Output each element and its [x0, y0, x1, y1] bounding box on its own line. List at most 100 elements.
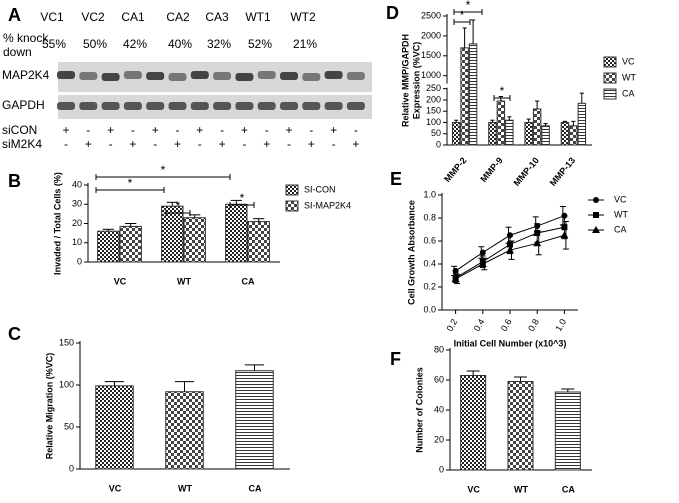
x-tick-label: CA [562, 484, 575, 494]
bar [507, 381, 534, 471]
y-tick-label: 0.4 [423, 258, 436, 268]
y-axis-label: Relative Migration (%VC) [44, 353, 54, 460]
panel-label: F [390, 349, 401, 369]
sign: - [220, 123, 224, 137]
sign: - [176, 123, 180, 137]
bar [451, 121, 461, 146]
x-tick-label: MMP-2 [442, 155, 468, 184]
x-axis-label: Initial Cell Number (x10^3) [454, 338, 567, 348]
bar [505, 119, 514, 146]
y-tick-label: 2000 [421, 30, 441, 40]
bar [460, 47, 469, 146]
significance-star: * [460, 8, 465, 22]
band [302, 73, 321, 81]
x-tick-label: 0.2 [444, 317, 459, 333]
marker [534, 229, 541, 236]
y-tick-label: 0.2 [423, 281, 436, 291]
y-tick-label: 0 [77, 256, 82, 266]
sign: + [330, 123, 337, 137]
significance-star: * [240, 191, 245, 205]
x-tick-label: MMP-10 [511, 155, 541, 187]
sign: - [86, 123, 90, 137]
y-tick-label: 40 [434, 404, 444, 414]
sign: + [308, 137, 315, 151]
x-tick-label: VC [467, 484, 480, 494]
band [235, 73, 254, 81]
sign: + [152, 123, 159, 137]
y-tick-label: 0 [69, 463, 74, 473]
knockdown: 42% [123, 37, 147, 51]
y-tick-label: 80 [434, 344, 444, 354]
marker [478, 260, 487, 267]
x-tick-label: CA [249, 483, 262, 493]
marker [561, 224, 568, 231]
panel-label: E [390, 169, 402, 189]
band [123, 71, 142, 79]
knockdown: 55% [42, 37, 66, 51]
marker [593, 212, 599, 218]
band [235, 102, 254, 110]
x-tick-label: 0.4 [472, 317, 487, 333]
sign: + [174, 137, 181, 151]
legend-label: VC [614, 194, 627, 204]
legend-swatch [285, 200, 299, 212]
band [346, 72, 365, 80]
sign: + [196, 123, 203, 137]
knockdown: 32% [207, 37, 231, 51]
y-axis-label: Cell Growth Absorbance [406, 200, 416, 305]
y-tick-label: 2500 [421, 10, 441, 20]
significance-star: * [176, 199, 181, 213]
x-tick-label: VC [109, 483, 122, 493]
marker [533, 239, 542, 247]
marker [560, 231, 569, 239]
band [101, 102, 120, 110]
bar [247, 221, 270, 263]
legend-label: WT [622, 72, 636, 82]
x-tick-label: MMP-13 [548, 155, 578, 187]
sign: + [62, 123, 69, 137]
band [302, 102, 321, 110]
marker [479, 249, 486, 256]
sign: + [241, 123, 248, 137]
sign: - [309, 123, 313, 137]
y-tick-label: 150 [59, 337, 74, 347]
band [190, 71, 209, 79]
bar [225, 203, 248, 263]
band [57, 102, 75, 110]
bar [97, 230, 120, 263]
band [257, 71, 276, 79]
y-tick-label: 250 [426, 83, 441, 93]
legend-swatch [603, 56, 617, 68]
bar [554, 391, 581, 471]
marker [452, 267, 459, 274]
legend-swatch [603, 88, 617, 100]
sign: - [265, 123, 269, 137]
marker [592, 226, 600, 233]
bar [488, 121, 497, 146]
band [146, 72, 165, 80]
sign: - [354, 123, 358, 137]
y-axis-label: Relative MMP/GAPDH [400, 34, 410, 127]
bar [460, 375, 487, 471]
band [213, 102, 232, 110]
x-tick-label: VC [114, 276, 127, 286]
legend-label: VC [622, 56, 635, 66]
column-label: VC1 [40, 10, 64, 24]
bar [496, 100, 506, 146]
y-axis-label: Invaded / Total Cells (%) [52, 172, 62, 275]
y-tick-label: 100 [426, 117, 441, 127]
band [213, 72, 232, 80]
bar [524, 121, 533, 146]
y-tick-label: 200 [426, 94, 441, 104]
sign: - [109, 137, 113, 151]
row-label: siM2K4 [2, 137, 42, 151]
bar [577, 102, 587, 146]
y-tick-label: 20 [434, 434, 444, 444]
sign: - [198, 137, 202, 151]
x-tick-label: 0.6 [499, 317, 514, 333]
sign: + [85, 137, 92, 151]
y-tick-label: 0 [439, 464, 444, 474]
band [324, 102, 343, 110]
bar [532, 108, 542, 146]
band [101, 73, 120, 81]
